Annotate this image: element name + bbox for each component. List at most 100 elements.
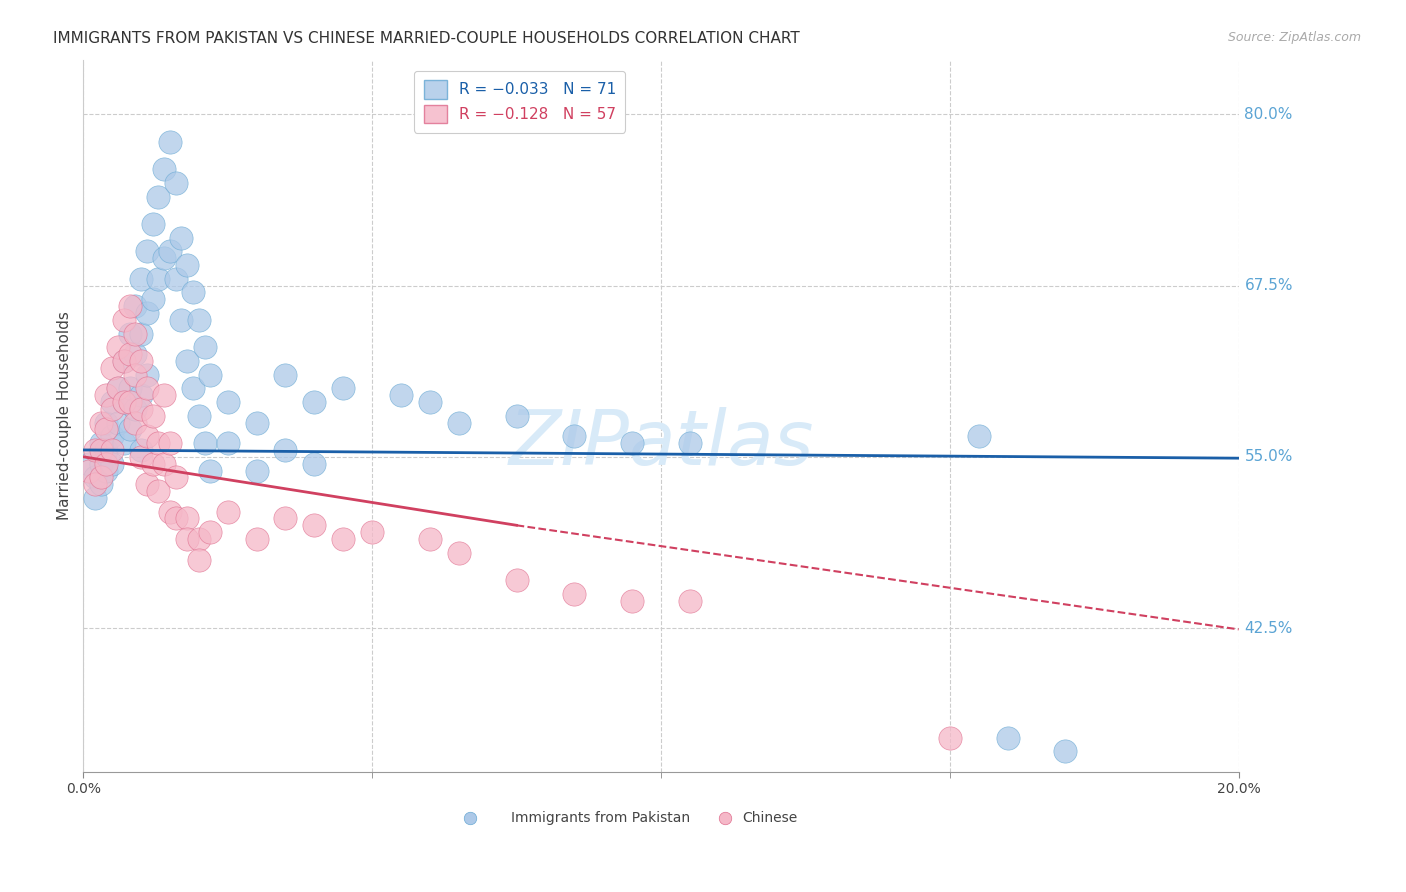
Point: [997, 731, 1019, 745]
Point: [176, 532, 198, 546]
Point: [101, 360, 124, 375]
Point: [245, 532, 267, 546]
Point: [118, 326, 141, 341]
Point: [107, 381, 129, 395]
Point: [90, 477, 112, 491]
Text: Immigrants from Pakistan: Immigrants from Pakistan: [510, 811, 690, 825]
Point: [96, 463, 118, 477]
Point: [112, 436, 135, 450]
Point: [181, 285, 204, 300]
Point: [112, 395, 135, 409]
Point: [419, 532, 441, 546]
Point: [90, 457, 112, 471]
Point: [101, 457, 124, 471]
Text: ZIPatlas: ZIPatlas: [509, 408, 814, 481]
Point: [142, 293, 165, 307]
Point: [142, 409, 165, 423]
Point: [621, 593, 644, 607]
Point: [200, 525, 222, 540]
Text: 55.0%: 55.0%: [1244, 450, 1292, 465]
Point: [505, 573, 527, 587]
Point: [562, 587, 585, 601]
Point: [135, 306, 157, 320]
Point: [332, 381, 354, 395]
Point: [135, 477, 157, 491]
Point: [332, 532, 354, 546]
Point: [83, 470, 105, 484]
Point: [165, 176, 187, 190]
Point: [96, 422, 118, 436]
Point: [967, 429, 990, 443]
Point: [124, 326, 146, 341]
Point: [159, 436, 181, 450]
Point: [176, 258, 198, 272]
Point: [107, 416, 129, 430]
Point: [129, 442, 152, 457]
Point: [274, 511, 297, 525]
Point: [83, 477, 105, 491]
Point: [159, 135, 181, 149]
Point: [129, 450, 152, 464]
Point: [90, 442, 112, 457]
Point: [679, 593, 702, 607]
Point: [101, 429, 124, 443]
Point: [107, 381, 129, 395]
Point: [96, 416, 118, 430]
Point: [96, 388, 118, 402]
Point: [187, 409, 209, 423]
Point: [129, 401, 152, 416]
Point: [135, 244, 157, 259]
Point: [361, 525, 384, 540]
Point: [124, 401, 146, 416]
Point: [165, 470, 187, 484]
Point: [679, 436, 702, 450]
Point: [101, 401, 124, 416]
Point: [245, 463, 267, 477]
Point: [83, 491, 105, 505]
Point: [159, 244, 181, 259]
Point: [194, 340, 217, 354]
Point: [187, 532, 209, 546]
Point: [83, 442, 105, 457]
Text: 42.5%: 42.5%: [1244, 621, 1292, 635]
Point: [165, 511, 187, 525]
Point: [118, 347, 141, 361]
Point: [274, 368, 297, 382]
Point: [447, 546, 470, 560]
Point: [112, 354, 135, 368]
Point: [181, 381, 204, 395]
Text: Source: ZipAtlas.com: Source: ZipAtlas.com: [1227, 31, 1361, 45]
Point: [274, 442, 297, 457]
Point: [142, 217, 165, 231]
Point: [142, 457, 165, 471]
Y-axis label: Married-couple Households: Married-couple Households: [58, 311, 72, 520]
Point: [505, 409, 527, 423]
Point: [419, 395, 441, 409]
Point: [129, 326, 152, 341]
Text: IMMIGRANTS FROM PAKISTAN VS CHINESE MARRIED-COUPLE HOUSEHOLDS CORRELATION CHART: IMMIGRANTS FROM PAKISTAN VS CHINESE MARR…: [53, 31, 800, 46]
Point: [304, 457, 326, 471]
Point: [153, 251, 176, 265]
Text: 67.5%: 67.5%: [1244, 278, 1294, 293]
Point: [389, 388, 412, 402]
Point: [153, 457, 176, 471]
Point: [124, 299, 146, 313]
Point: [124, 416, 146, 430]
Point: [447, 416, 470, 430]
Point: [159, 505, 181, 519]
Point: [77, 463, 100, 477]
Point: [939, 731, 962, 745]
Point: [217, 395, 239, 409]
Point: [77, 457, 100, 471]
Point: [187, 552, 209, 566]
Point: [148, 436, 170, 450]
Text: Chinese: Chinese: [742, 811, 797, 825]
Point: [245, 416, 267, 430]
Point: [135, 429, 157, 443]
Point: [148, 271, 170, 285]
Point: [124, 347, 146, 361]
Point: [124, 368, 146, 382]
Point: [129, 271, 152, 285]
Point: [148, 189, 170, 203]
Point: [90, 436, 112, 450]
